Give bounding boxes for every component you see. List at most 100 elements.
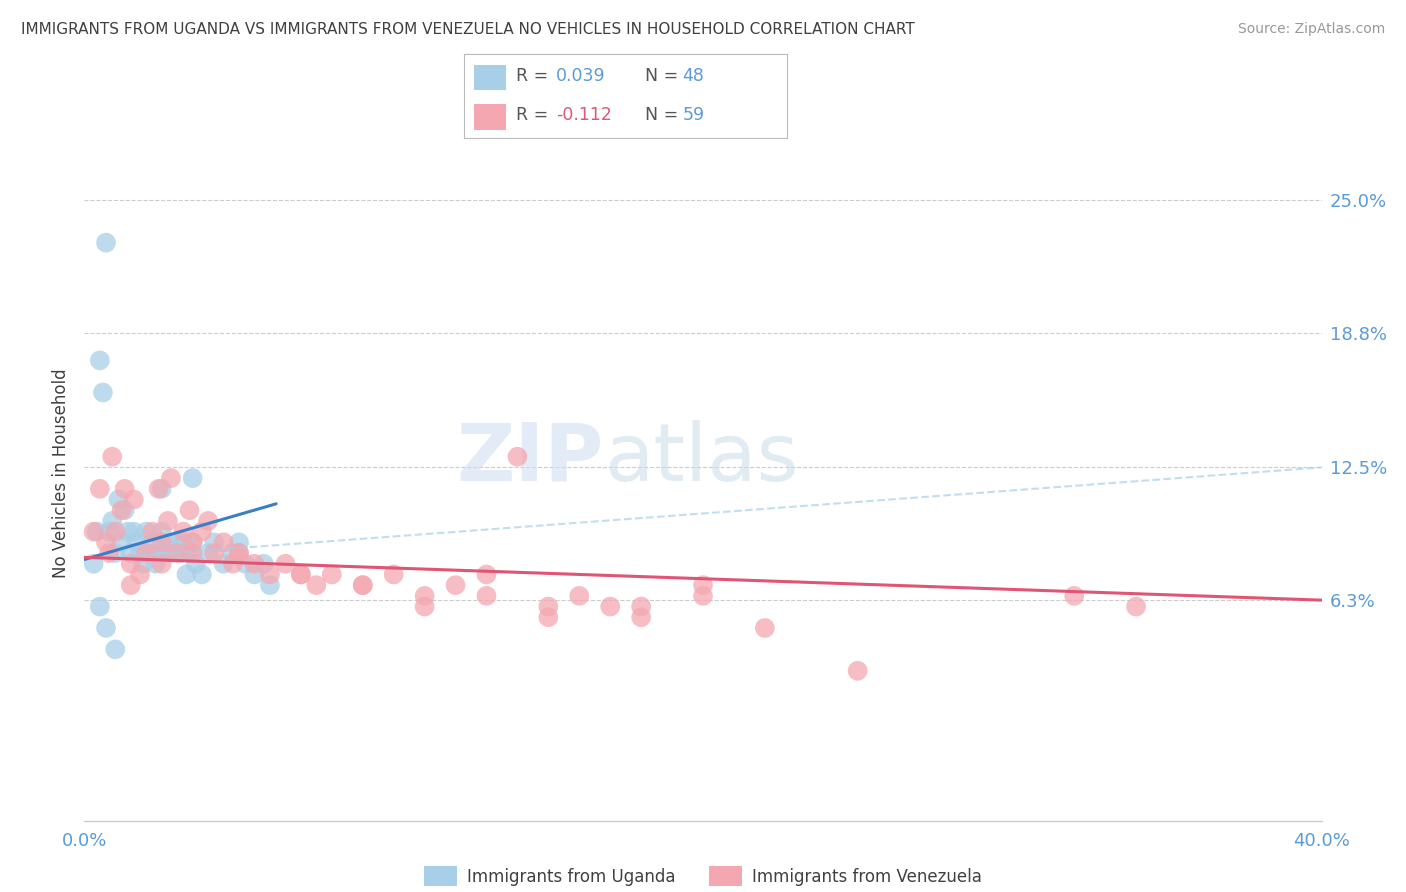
Point [846, 664, 869, 678]
Point [352, 578, 374, 592]
Point [153, 546, 176, 560]
FancyBboxPatch shape [474, 64, 506, 90]
Point [692, 589, 714, 603]
Point [166, 546, 188, 560]
Point [86, 524, 108, 539]
Point [110, 503, 132, 517]
Point [122, 524, 145, 539]
Point [191, 567, 214, 582]
Point [630, 599, 652, 614]
Point [150, 557, 173, 571]
Point [156, 514, 179, 528]
Point [114, 482, 136, 496]
Point [94, 535, 117, 549]
Point [150, 482, 173, 496]
Text: -0.112: -0.112 [557, 106, 612, 124]
Point [135, 546, 157, 560]
Point [172, 535, 194, 549]
Point [202, 546, 225, 560]
Point [83, 524, 105, 539]
Point [413, 599, 436, 614]
Point [228, 546, 250, 560]
Point [141, 535, 163, 549]
Point [129, 546, 152, 560]
Point [104, 642, 127, 657]
Text: atlas: atlas [605, 420, 799, 498]
Point [181, 471, 204, 485]
Point [172, 524, 194, 539]
Point [107, 492, 129, 507]
Point [94, 235, 117, 250]
Point [160, 546, 183, 560]
Point [138, 546, 160, 560]
Point [83, 557, 105, 571]
Text: N =: N = [645, 106, 683, 124]
Point [222, 557, 245, 571]
Point [148, 546, 170, 560]
Point [129, 567, 152, 582]
Point [382, 567, 405, 582]
Point [253, 557, 276, 571]
Point [104, 546, 127, 560]
Point [150, 535, 173, 549]
Point [156, 535, 179, 549]
Point [160, 471, 183, 485]
Point [176, 567, 198, 582]
Point [179, 546, 201, 560]
Point [181, 535, 204, 549]
Point [212, 557, 235, 571]
Point [259, 567, 281, 582]
Point [212, 535, 235, 549]
Point [91, 385, 114, 400]
Text: R =: R = [516, 68, 554, 86]
Point [101, 450, 124, 464]
Point [145, 557, 167, 571]
Text: R =: R = [516, 106, 554, 124]
Point [101, 514, 124, 528]
Point [89, 353, 111, 368]
Point [114, 503, 136, 517]
Point [1063, 589, 1085, 603]
Point [197, 546, 219, 560]
Point [94, 621, 117, 635]
Point [89, 482, 111, 496]
Text: N =: N = [645, 68, 683, 86]
Legend: Immigrants from Uganda, Immigrants from Venezuela: Immigrants from Uganda, Immigrants from … [418, 860, 988, 892]
Point [181, 546, 204, 560]
Point [197, 514, 219, 528]
Point [89, 599, 111, 614]
Point [120, 578, 142, 592]
Point [352, 578, 374, 592]
Text: Source: ZipAtlas.com: Source: ZipAtlas.com [1237, 22, 1385, 37]
Point [141, 524, 163, 539]
Point [537, 599, 560, 614]
Point [202, 535, 225, 549]
Point [98, 524, 121, 539]
Point [290, 567, 312, 582]
Point [98, 546, 121, 560]
Point [184, 557, 207, 571]
Point [169, 546, 191, 560]
Point [1125, 599, 1147, 614]
Point [104, 524, 127, 539]
Text: 59: 59 [682, 106, 704, 124]
Point [305, 578, 328, 592]
Point [506, 450, 529, 464]
Point [475, 589, 498, 603]
Point [122, 492, 145, 507]
Point [599, 599, 621, 614]
Point [568, 589, 591, 603]
Point [754, 621, 776, 635]
Point [537, 610, 560, 624]
Point [120, 557, 142, 571]
Point [413, 589, 436, 603]
Point [243, 557, 266, 571]
Point [166, 535, 188, 549]
Point [135, 524, 157, 539]
Text: IMMIGRANTS FROM UGANDA VS IMMIGRANTS FROM VENEZUELA NO VEHICLES IN HOUSEHOLD COR: IMMIGRANTS FROM UGANDA VS IMMIGRANTS FRO… [21, 22, 915, 37]
Point [110, 535, 132, 549]
Point [444, 578, 467, 592]
Point [692, 578, 714, 592]
Text: ZIP: ZIP [457, 420, 605, 498]
Point [125, 535, 148, 549]
